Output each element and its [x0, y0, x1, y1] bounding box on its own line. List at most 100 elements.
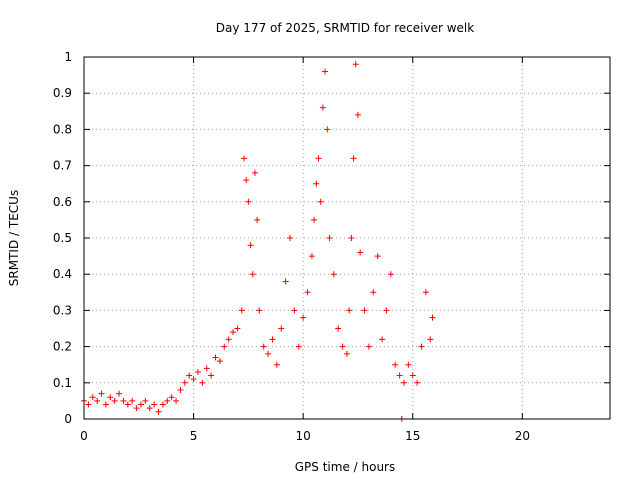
chart-title: Day 177 of 2025, SRMTID for receiver wel…: [216, 21, 474, 35]
data-point: [151, 401, 158, 408]
data-point: [400, 379, 407, 386]
y-tick-label: 0.8: [53, 122, 72, 136]
data-point: [129, 397, 136, 404]
data-point: [326, 235, 333, 241]
data-point: [155, 408, 162, 415]
data-point: [120, 397, 127, 404]
data-point: [98, 390, 105, 397]
data-point: [173, 397, 180, 404]
data-point: [427, 336, 434, 343]
data-point: [365, 343, 372, 350]
data-point: [350, 155, 357, 162]
data-point: [199, 379, 206, 386]
data-point: [422, 289, 429, 296]
data-point: [256, 307, 263, 314]
data-point: [260, 343, 267, 350]
data-point: [181, 379, 188, 386]
x-tick-label: 20: [515, 429, 530, 443]
data-point: [405, 361, 412, 368]
data-point: [315, 155, 322, 162]
data-point: [414, 379, 421, 386]
y-tick-label: 0.3: [53, 303, 72, 317]
data-point: [396, 372, 403, 379]
data-point: [429, 314, 436, 321]
y-axis-label: SRMTID / TECUs: [7, 190, 21, 286]
data-point: [348, 235, 355, 241]
data-point: [254, 216, 261, 223]
x-tick-label: 5: [190, 429, 198, 443]
data-point: [212, 354, 219, 361]
data-point: [287, 235, 294, 241]
data-point: [291, 307, 298, 314]
data-point: [370, 289, 377, 296]
data-point: [361, 307, 368, 314]
y-tick-label: 0.4: [53, 267, 72, 281]
data-point: [300, 314, 307, 321]
data-point: [168, 394, 175, 401]
data-point: [234, 325, 241, 332]
data-point: [249, 271, 256, 278]
data-point: [186, 372, 193, 379]
data-point: [247, 242, 254, 249]
data-point: [322, 68, 329, 75]
y-tick-label: 0.7: [53, 159, 72, 173]
y-tick-label: 0.6: [53, 195, 72, 209]
data-point: [194, 368, 201, 375]
data-point: [308, 253, 315, 260]
data-point: [190, 376, 197, 383]
data-point: [177, 387, 184, 394]
data-point: [245, 198, 252, 205]
y-tick-label: 0.1: [53, 376, 72, 390]
data-point: [238, 307, 245, 314]
data-point: [344, 350, 350, 357]
data-point: [295, 343, 302, 350]
data-point: [133, 405, 140, 412]
data-point: [317, 198, 324, 205]
data-point: [379, 336, 386, 343]
data-point: [225, 336, 232, 343]
data-point: [387, 271, 394, 278]
data-point: [357, 249, 364, 256]
data-point: [374, 253, 381, 260]
x-tick-labels: 0 5 10 15 20: [80, 429, 530, 443]
data-point: [251, 169, 258, 176]
y-tick-label: 0.2: [53, 340, 72, 354]
data-point: [142, 397, 149, 404]
y-tick-label: 0.5: [53, 231, 72, 245]
x-axis-label: GPS time / hours: [295, 460, 396, 474]
data-point: [278, 325, 285, 332]
data-point: [311, 216, 318, 223]
data-point: [418, 343, 425, 350]
data-point: [330, 271, 337, 278]
y-tick-label: 0: [64, 412, 72, 426]
data-point: [208, 372, 215, 379]
x-tick-label: 0: [80, 429, 88, 443]
data-point: [230, 329, 237, 336]
data-points: [81, 61, 436, 422]
data-point: [324, 126, 331, 133]
data-point: [269, 336, 276, 343]
data-point: [137, 401, 144, 408]
ticks: [83, 56, 610, 420]
data-point: [203, 365, 210, 372]
data-point: [339, 343, 346, 350]
y-tick-labels: 0 0.1 0.2 0.3 0.4 0.5 0.6 0.7 0.8 0.9 1: [53, 50, 72, 426]
data-point: [164, 397, 171, 404]
data-point: [111, 397, 118, 404]
data-point: [383, 307, 390, 314]
x-tick-label: 15: [405, 429, 420, 443]
data-point: [304, 289, 311, 296]
data-point: [221, 343, 228, 350]
data-point: [240, 155, 247, 162]
data-point: [313, 180, 320, 187]
data-point: [216, 358, 223, 365]
data-point: [146, 405, 153, 412]
data-point: [89, 394, 96, 401]
data-point: [159, 401, 166, 408]
data-point: [346, 307, 353, 314]
data-point: [352, 61, 359, 68]
data-point: [282, 278, 289, 285]
data-point: [107, 394, 114, 401]
